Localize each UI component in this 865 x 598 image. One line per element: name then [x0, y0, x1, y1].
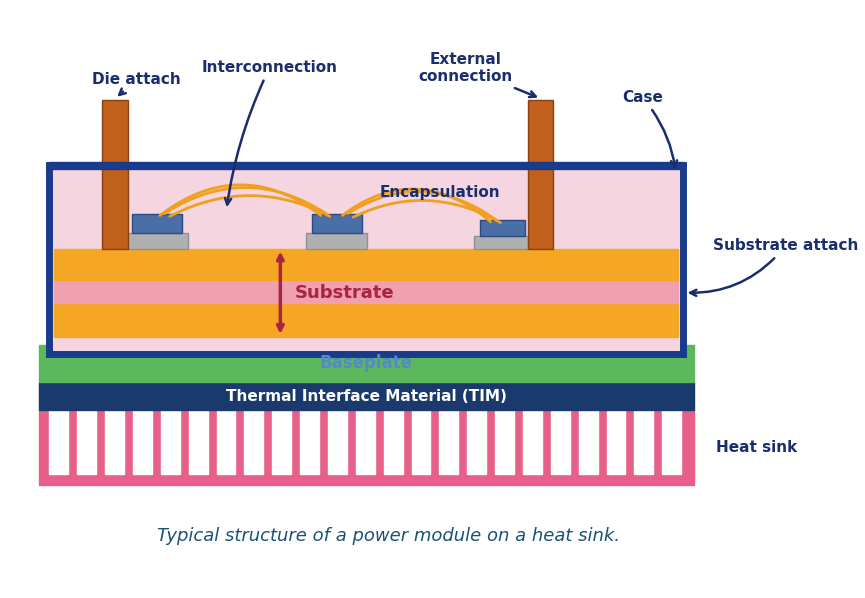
Text: Thermal Interface Material (TIM): Thermal Interface Material (TIM): [226, 389, 507, 404]
Bar: [495, 410, 514, 474]
Bar: [39, 382, 694, 410]
Bar: [663, 410, 681, 474]
Bar: [634, 410, 653, 474]
Bar: [474, 236, 529, 249]
Bar: [412, 410, 431, 474]
Bar: [272, 410, 292, 474]
Bar: [126, 233, 188, 249]
Bar: [54, 303, 678, 337]
Text: Interconnection: Interconnection: [202, 60, 337, 205]
Bar: [54, 337, 678, 345]
Bar: [54, 280, 678, 303]
Bar: [384, 410, 402, 474]
Bar: [467, 410, 486, 474]
Bar: [551, 410, 570, 474]
Bar: [439, 410, 458, 474]
Bar: [102, 100, 128, 249]
Bar: [356, 410, 375, 474]
Bar: [245, 410, 263, 474]
Bar: [328, 410, 347, 474]
Text: External
connection: External connection: [419, 52, 535, 97]
Bar: [49, 165, 682, 354]
Text: Baseplate: Baseplate: [320, 354, 413, 372]
Bar: [54, 280, 678, 303]
Text: Typical structure of a power module on a heat sink.: Typical structure of a power module on a…: [157, 527, 619, 545]
Bar: [579, 410, 598, 474]
Text: Substrate attach: Substrate attach: [690, 239, 858, 296]
Bar: [523, 410, 541, 474]
Text: Encapsulation: Encapsulation: [380, 185, 501, 200]
Text: Die attach: Die attach: [93, 72, 181, 95]
Bar: [189, 410, 208, 474]
Bar: [161, 410, 180, 474]
Bar: [606, 410, 625, 474]
Text: Heat sink: Heat sink: [716, 440, 798, 455]
Bar: [306, 233, 368, 249]
Bar: [133, 410, 152, 474]
Bar: [311, 213, 362, 233]
Bar: [480, 220, 525, 236]
Text: Case: Case: [622, 90, 677, 167]
Bar: [54, 249, 678, 280]
Bar: [39, 345, 694, 382]
Bar: [106, 410, 124, 474]
Bar: [49, 410, 68, 474]
Bar: [77, 410, 96, 474]
Bar: [300, 410, 319, 474]
Bar: [132, 213, 183, 233]
Bar: [39, 410, 694, 485]
Bar: [49, 161, 682, 169]
Text: Substrate: Substrate: [295, 283, 394, 302]
Bar: [54, 249, 678, 280]
Bar: [529, 100, 554, 249]
Bar: [216, 410, 235, 474]
Bar: [54, 303, 678, 337]
